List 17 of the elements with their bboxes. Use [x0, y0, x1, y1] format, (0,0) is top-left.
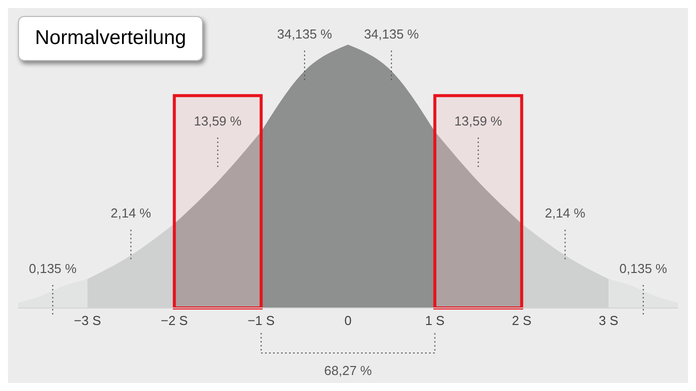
x-tick-label: 1 S	[425, 313, 445, 328]
x-tick-label: −2 S	[160, 313, 188, 328]
annotation: 13,59 %	[454, 114, 503, 129]
x-tick-label: 2 S	[512, 313, 532, 328]
chart-title: Normalverteilung	[18, 16, 204, 61]
annotation: 13,59 %	[194, 114, 242, 129]
annotation: 0,135 %	[28, 261, 78, 276]
text: 68,27 %	[324, 363, 372, 378]
annotation: 0,135 %	[619, 261, 668, 276]
text: 34,135 %	[277, 26, 332, 42]
x-tick-label: 0	[344, 313, 352, 328]
x-tick-label: −3 S	[74, 313, 102, 328]
annotation: 2,14 %	[544, 206, 586, 221]
annotation: 2,14 %	[110, 206, 152, 221]
text: 34,135 %	[364, 26, 420, 42]
x-tick-label: −1 S	[248, 313, 276, 328]
x-tick-label: 3 S	[598, 313, 619, 328]
